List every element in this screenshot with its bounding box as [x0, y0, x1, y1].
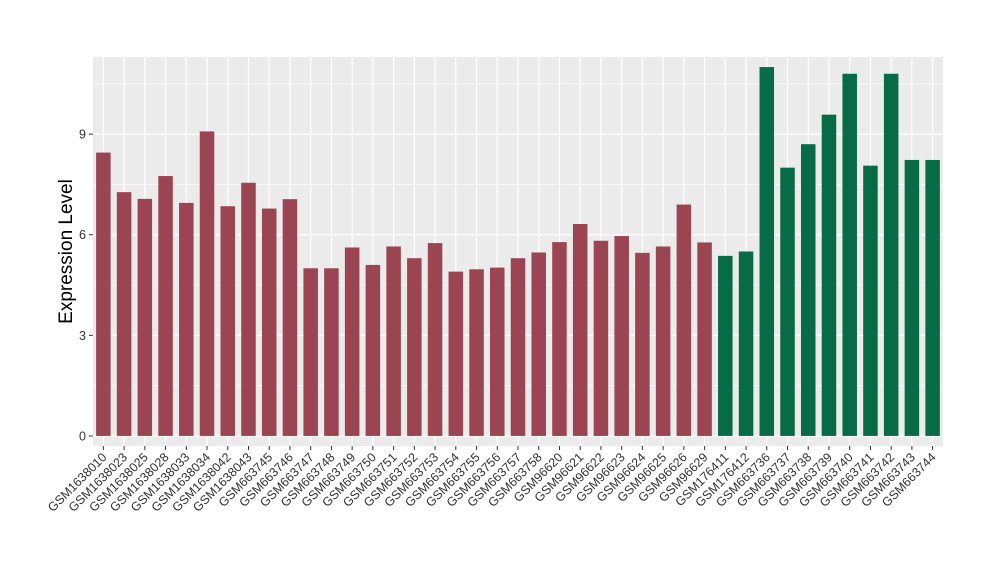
- bar-GSM663739: [821, 114, 837, 436]
- bar-GSM663747: [303, 268, 318, 436]
- bar-GSM663738: [800, 144, 816, 436]
- bar-GSM176411: [718, 255, 733, 436]
- bar-GSM96623: [614, 236, 629, 436]
- y-tick-label: 9: [79, 128, 86, 142]
- bar-GSM1638033: [179, 202, 194, 436]
- bar-GSM663742: [883, 73, 899, 436]
- bar-GSM663736: [759, 67, 775, 436]
- bar-GSM1638034: [199, 131, 215, 436]
- bar-GSM663750: [365, 264, 381, 436]
- bar-GSM96625: [655, 246, 671, 436]
- y-tick-label: 0: [79, 429, 86, 443]
- bar-GSM663751: [386, 246, 401, 436]
- bar-GSM1638023: [116, 192, 132, 436]
- bar-GSM96629: [697, 242, 712, 436]
- bar-GSM663758: [531, 252, 546, 436]
- bar-GSM96621: [572, 224, 588, 436]
- bar-GSM663754: [448, 271, 464, 436]
- bars: [96, 67, 940, 436]
- y-tick-label: 6: [79, 228, 86, 242]
- bar-GSM1638025: [137, 198, 153, 436]
- bar-GSM663757: [510, 258, 526, 436]
- bar-GSM96626: [676, 204, 692, 436]
- bar-GSM663752: [407, 258, 422, 436]
- bar-GSM663756: [490, 267, 505, 436]
- bar-GSM663745: [261, 208, 277, 436]
- bar-GSM663755: [469, 269, 484, 436]
- bar-GSM663740: [842, 73, 857, 436]
- y-tick-label: 3: [79, 329, 86, 343]
- bar-GSM663753: [427, 243, 443, 436]
- bar-GSM96620: [552, 242, 567, 436]
- bar-GSM663746: [282, 199, 298, 436]
- bar-GSM1638028: [158, 176, 173, 436]
- bar-GSM96624: [635, 252, 650, 436]
- bar-GSM1638042: [220, 206, 236, 436]
- bar-GSM176412: [738, 251, 754, 436]
- x-axis: GSM1638010GSM1638023GSM1638025GSM1638028…: [45, 446, 939, 515]
- bar-GSM663749: [344, 247, 360, 436]
- bar-GSM1638043: [241, 182, 256, 436]
- bar-GSM663744: [925, 159, 940, 436]
- bar-GSM663741: [863, 165, 878, 436]
- bar-GSM96622: [593, 240, 609, 436]
- y-axis: 0 3 6 9: [79, 128, 93, 443]
- bar-GSM663748: [324, 268, 339, 436]
- bar-GSM663743: [904, 159, 920, 436]
- bar-GSM663737: [780, 167, 795, 436]
- bar-GSM1638010: [96, 152, 111, 436]
- y-axis-title: Expression Level: [56, 179, 77, 324]
